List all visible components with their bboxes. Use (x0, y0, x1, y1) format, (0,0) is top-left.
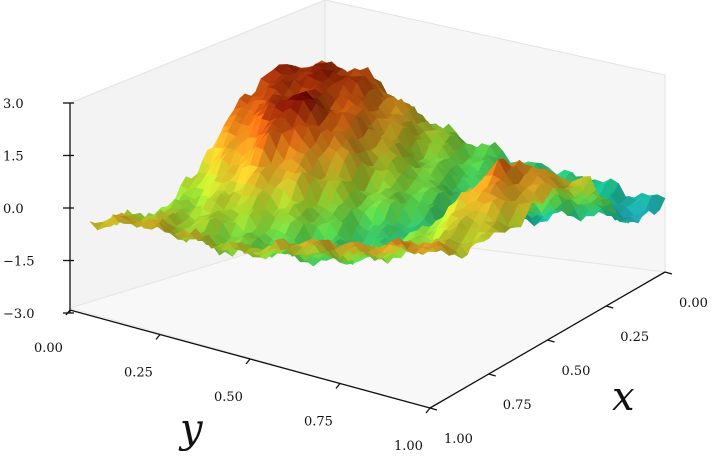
y-tick-label: 0.50 (214, 390, 243, 405)
surface-face (422, 244, 436, 250)
z-tick-label: 3.0 (3, 97, 24, 112)
z-axis-ticks: −3.0 −1.5 0.0 1.5 3.0 (3, 97, 74, 322)
y-tick-mark (65, 309, 71, 316)
x-tick-label: 0.25 (620, 330, 649, 345)
y-tick-mark (155, 334, 161, 340)
y-tick-label: 1.00 (394, 439, 423, 454)
y-tick-label: 0.25 (124, 366, 153, 381)
x-axis-ticks: 0.00 0.25 0.50 0.75 1.00 (429, 271, 708, 447)
y-axis-ticks: 0.00 0.25 0.50 0.75 1.00 (34, 309, 431, 454)
y-tick-mark (335, 383, 341, 389)
x-tick-mark (606, 305, 614, 309)
z-tick-label: 0.0 (3, 202, 24, 217)
y-tick-mark (245, 358, 251, 365)
x-tick-label: 1.00 (444, 432, 473, 447)
z-tick-label: −3.0 (3, 307, 35, 322)
y-axis-label: y (178, 406, 204, 452)
z-tick-label: 1.5 (3, 150, 24, 165)
y-tick-mark (425, 407, 431, 414)
x-tick-label: 0.75 (503, 398, 532, 413)
surface-mesh (89, 60, 666, 267)
x-tick-mark (547, 339, 555, 343)
x-tick-label: 0.00 (679, 296, 708, 311)
y-tick-label: 0.00 (34, 341, 63, 356)
z-tick-label: −1.5 (3, 255, 35, 270)
x-tick-label: 0.50 (562, 364, 591, 379)
x-tick-mark (664, 271, 673, 275)
x-tick-mark (488, 373, 496, 377)
x-axis-label: x (612, 374, 635, 420)
x-tick-mark (429, 407, 438, 411)
y-tick-label: 0.75 (304, 415, 333, 430)
